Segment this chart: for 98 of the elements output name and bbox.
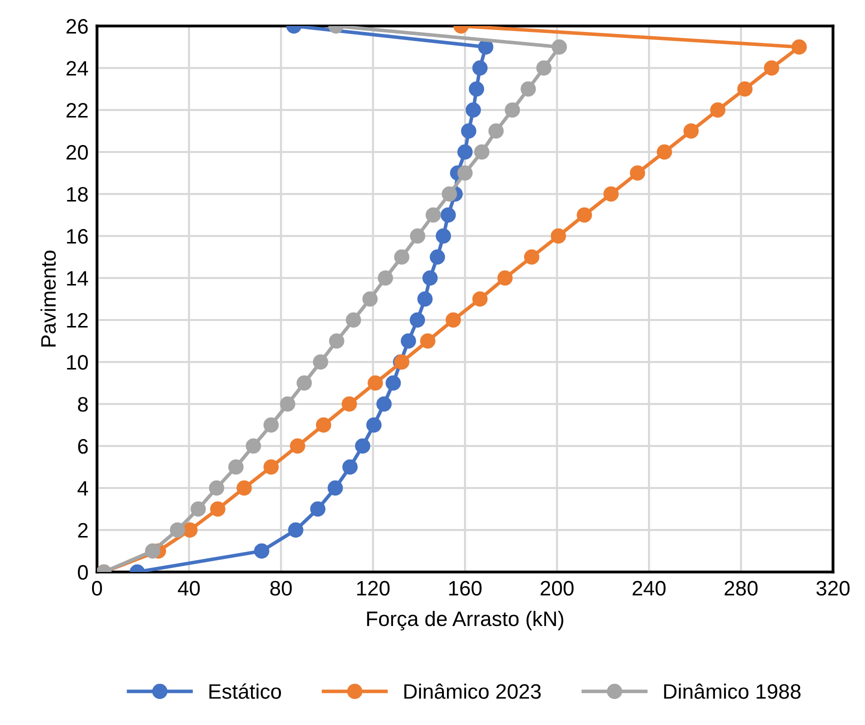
point [576, 207, 592, 223]
point [280, 396, 296, 412]
y-tick-label: 26 [66, 19, 88, 34]
point [316, 417, 332, 433]
point [488, 123, 504, 139]
point [520, 81, 536, 97]
point [355, 438, 370, 454]
y-tick-label: 24 [66, 61, 88, 76]
point [630, 165, 646, 181]
y-axis-title: Pavimento [40, 250, 56, 347]
point [504, 102, 520, 118]
point [440, 207, 456, 223]
point [536, 60, 552, 76]
legend-label: Dinâmico 2023 [404, 684, 541, 699]
point [737, 81, 753, 97]
point [410, 228, 426, 244]
point [436, 228, 452, 244]
point [764, 60, 780, 76]
x-axis-title: Força de Arrasto (kN) [367, 610, 564, 630]
point [328, 480, 343, 496]
point [246, 438, 262, 454]
x-tick-label: 120 [357, 580, 390, 596]
y-tick-label: 20 [66, 145, 88, 160]
point [376, 396, 392, 412]
legend-label: Dinâmico 1988 [664, 684, 801, 699]
y-tick-label: 16 [67, 229, 88, 244]
y-tick-label: 0 [78, 565, 88, 580]
point [422, 270, 438, 286]
point [190, 501, 206, 517]
x-tick-label: 160 [449, 580, 482, 596]
y-tick-label: 2 [78, 523, 88, 538]
y-tick-label: 10 [67, 355, 88, 370]
y-tick-label: 18 [67, 187, 88, 202]
point [254, 543, 270, 559]
point [362, 291, 378, 307]
point [342, 396, 357, 412]
point [420, 333, 436, 349]
point [368, 375, 383, 391]
point [410, 312, 426, 328]
x-tick-label: 320 [816, 580, 850, 596]
point [550, 228, 566, 244]
y-tick-label: 14 [67, 271, 88, 286]
point [457, 144, 473, 160]
point [312, 354, 328, 370]
y-tick-label: 8 [78, 397, 88, 412]
point [466, 102, 481, 118]
point [342, 459, 358, 475]
point [461, 123, 476, 139]
point [182, 522, 198, 538]
point [524, 249, 540, 265]
y-tick-label: 6 [78, 439, 88, 454]
point [683, 123, 699, 139]
y-tick-label: 22 [66, 103, 88, 118]
point [386, 375, 401, 391]
point [236, 480, 252, 496]
point [442, 186, 457, 202]
point [290, 438, 306, 454]
point [478, 39, 494, 55]
point [210, 501, 226, 517]
point [430, 249, 446, 265]
point [263, 459, 279, 475]
point [366, 417, 382, 433]
x-tick-label: 280 [724, 580, 758, 596]
x-tick-label: 40 [178, 580, 200, 596]
point [710, 102, 726, 118]
point [472, 291, 488, 307]
point [170, 522, 186, 538]
x-tick-label: 0 [92, 580, 102, 596]
point [552, 39, 567, 55]
point [603, 186, 619, 202]
point [346, 312, 362, 328]
x-tick-label: 200 [540, 580, 574, 596]
point [208, 480, 224, 496]
point [472, 60, 488, 76]
point [457, 165, 473, 181]
point [310, 501, 326, 517]
point [378, 270, 394, 286]
point [288, 522, 304, 538]
point [394, 249, 410, 265]
legend-label: Estático [209, 683, 281, 699]
point [656, 144, 672, 160]
point [228, 459, 244, 475]
point [468, 81, 484, 97]
y-tick-label: 12 [67, 313, 88, 328]
point [400, 333, 416, 349]
point [329, 333, 344, 349]
point [145, 543, 160, 559]
x-tick-label: 80 [270, 580, 292, 596]
y-tick-label: 4 [78, 481, 88, 496]
point [426, 207, 441, 223]
point [417, 291, 433, 307]
point [792, 39, 807, 55]
point [263, 417, 279, 433]
point [474, 144, 490, 160]
x-tick-label: 240 [632, 580, 666, 596]
point [497, 270, 513, 286]
point [446, 312, 461, 328]
point [296, 375, 312, 391]
